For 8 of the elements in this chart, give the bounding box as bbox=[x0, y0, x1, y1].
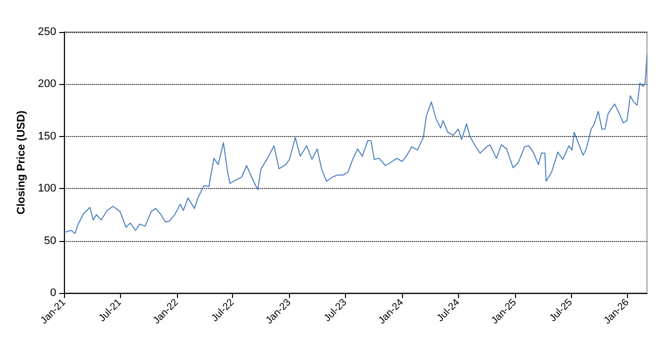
line-series bbox=[64, 54, 648, 234]
y-tick-label: 200 bbox=[38, 78, 56, 90]
y-tick-label: 150 bbox=[38, 130, 56, 142]
y-axis-title: Closing Price (USD) bbox=[16, 110, 28, 214]
y-tick-label: 50 bbox=[44, 234, 56, 247]
y-tick-label: 0 bbox=[50, 287, 56, 299]
y-tick-label: 100 bbox=[38, 182, 56, 195]
y-tick-label: 250 bbox=[38, 26, 56, 38]
